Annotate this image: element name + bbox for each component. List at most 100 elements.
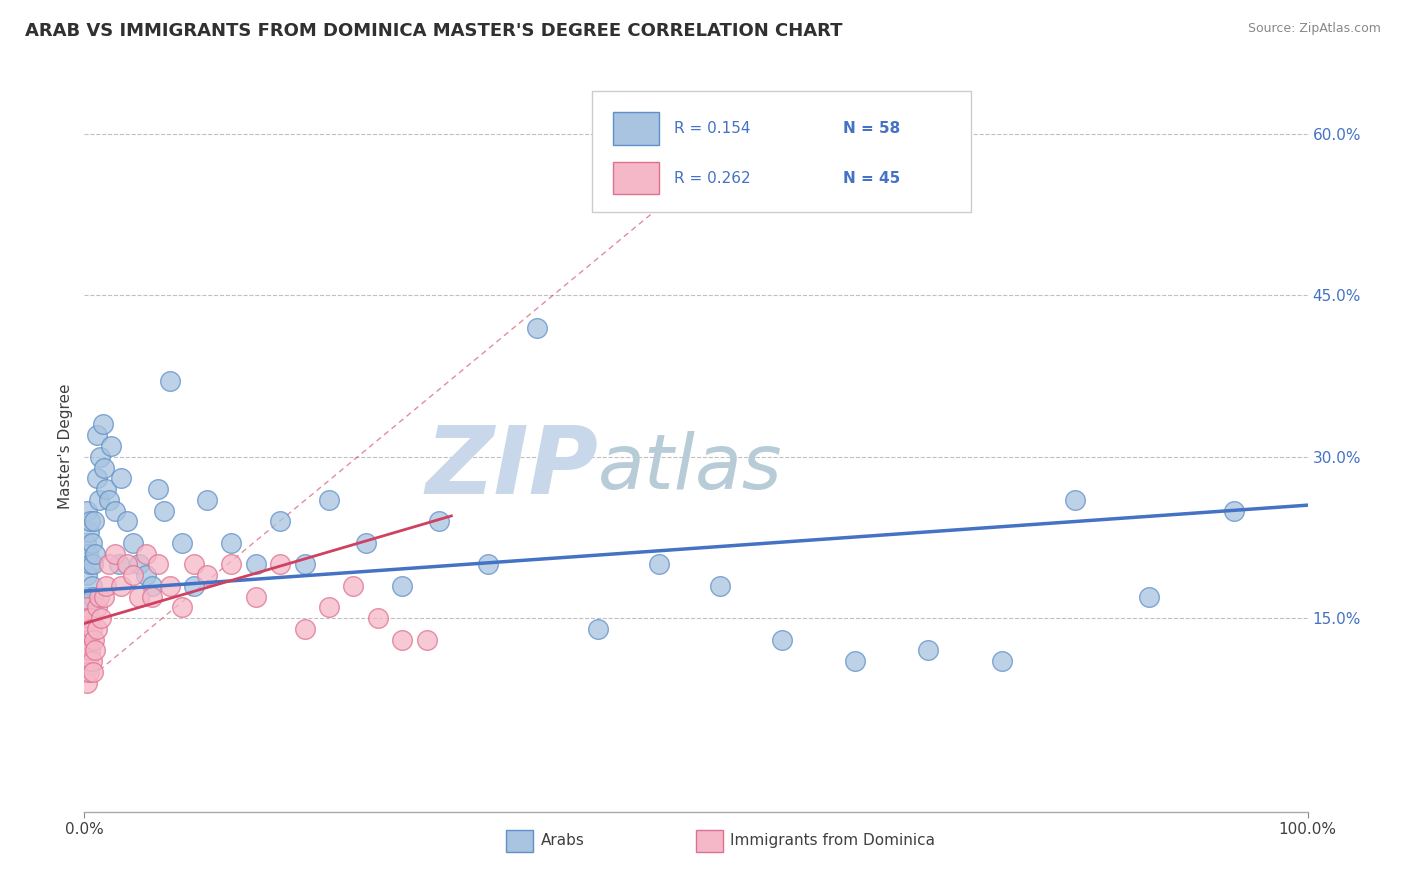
Point	[648, 558, 671, 572]
Point	[100, 439, 122, 453]
Point	[79, 611, 101, 625]
Point	[195, 492, 218, 507]
Point	[96, 482, 118, 496]
Point	[104, 547, 127, 561]
Point	[318, 492, 340, 507]
Point	[269, 558, 291, 572]
Point	[115, 558, 138, 572]
Point	[80, 579, 103, 593]
Point	[97, 558, 120, 572]
Point	[391, 579, 413, 593]
Point	[80, 622, 103, 636]
Point	[146, 558, 169, 572]
Point	[146, 482, 169, 496]
Point	[93, 460, 115, 475]
Point	[80, 536, 103, 550]
Point	[427, 514, 450, 528]
Point	[86, 600, 108, 615]
Point	[77, 654, 100, 668]
Point	[84, 547, 107, 561]
Point	[77, 524, 100, 539]
Point	[294, 622, 316, 636]
Point	[128, 590, 150, 604]
Point	[1223, 503, 1246, 517]
Point	[82, 665, 104, 679]
Text: Source: ZipAtlas.com: Source: ZipAtlas.com	[1247, 22, 1381, 36]
Point	[183, 579, 205, 593]
Point	[122, 568, 145, 582]
Point	[128, 558, 150, 572]
Point	[86, 622, 108, 636]
Y-axis label: Master's Degree: Master's Degree	[58, 384, 73, 508]
Point	[84, 643, 107, 657]
Point	[416, 632, 439, 647]
Text: ZIP: ZIP	[425, 422, 598, 514]
Point	[172, 536, 194, 550]
Point	[107, 558, 129, 572]
Text: Immigrants from Dominica: Immigrants from Dominica	[730, 833, 935, 848]
Text: atlas: atlas	[598, 431, 783, 505]
FancyBboxPatch shape	[613, 112, 659, 145]
Point	[153, 503, 176, 517]
Point	[269, 514, 291, 528]
Point	[96, 579, 118, 593]
Point	[991, 654, 1014, 668]
Point	[79, 643, 101, 657]
Point	[367, 611, 389, 625]
Point	[86, 471, 108, 485]
Point	[917, 643, 939, 657]
Point	[76, 675, 98, 690]
Point	[89, 450, 111, 464]
Point	[76, 503, 98, 517]
Point	[172, 600, 194, 615]
Point	[122, 536, 145, 550]
Point	[110, 471, 132, 485]
FancyBboxPatch shape	[696, 830, 723, 852]
Point	[77, 600, 100, 615]
Point	[79, 558, 101, 572]
Point	[76, 643, 98, 657]
Point	[709, 579, 731, 593]
Point	[87, 492, 110, 507]
Point	[135, 547, 157, 561]
Text: R = 0.262: R = 0.262	[673, 170, 751, 186]
Point	[75, 632, 97, 647]
FancyBboxPatch shape	[592, 91, 972, 212]
Point	[75, 665, 97, 679]
Point	[141, 590, 163, 604]
Point	[219, 558, 242, 572]
Point	[195, 568, 218, 582]
Point	[245, 590, 267, 604]
Point	[75, 536, 97, 550]
Point	[77, 547, 100, 561]
Point	[159, 579, 181, 593]
Text: R = 0.154: R = 0.154	[673, 121, 751, 136]
Point	[82, 558, 104, 572]
Point	[318, 600, 340, 615]
Point	[245, 558, 267, 572]
Text: ARAB VS IMMIGRANTS FROM DOMINICA MASTER'S DEGREE CORRELATION CHART: ARAB VS IMMIGRANTS FROM DOMINICA MASTER'…	[25, 22, 842, 40]
Point	[526, 320, 548, 334]
Point	[391, 632, 413, 647]
Point	[77, 632, 100, 647]
Point	[183, 558, 205, 572]
Point	[83, 514, 105, 528]
Point	[110, 579, 132, 593]
Point	[1064, 492, 1087, 507]
Point	[79, 514, 101, 528]
Point	[135, 568, 157, 582]
Text: N = 45: N = 45	[842, 170, 900, 186]
Point	[86, 428, 108, 442]
Point	[159, 375, 181, 389]
Point	[90, 611, 112, 625]
Point	[1137, 590, 1160, 604]
Point	[586, 622, 609, 636]
Point	[75, 600, 97, 615]
Point	[342, 579, 364, 593]
Point	[354, 536, 377, 550]
Point	[97, 492, 120, 507]
Point	[115, 514, 138, 528]
Point	[104, 503, 127, 517]
Point	[87, 590, 110, 604]
Point	[76, 568, 98, 582]
